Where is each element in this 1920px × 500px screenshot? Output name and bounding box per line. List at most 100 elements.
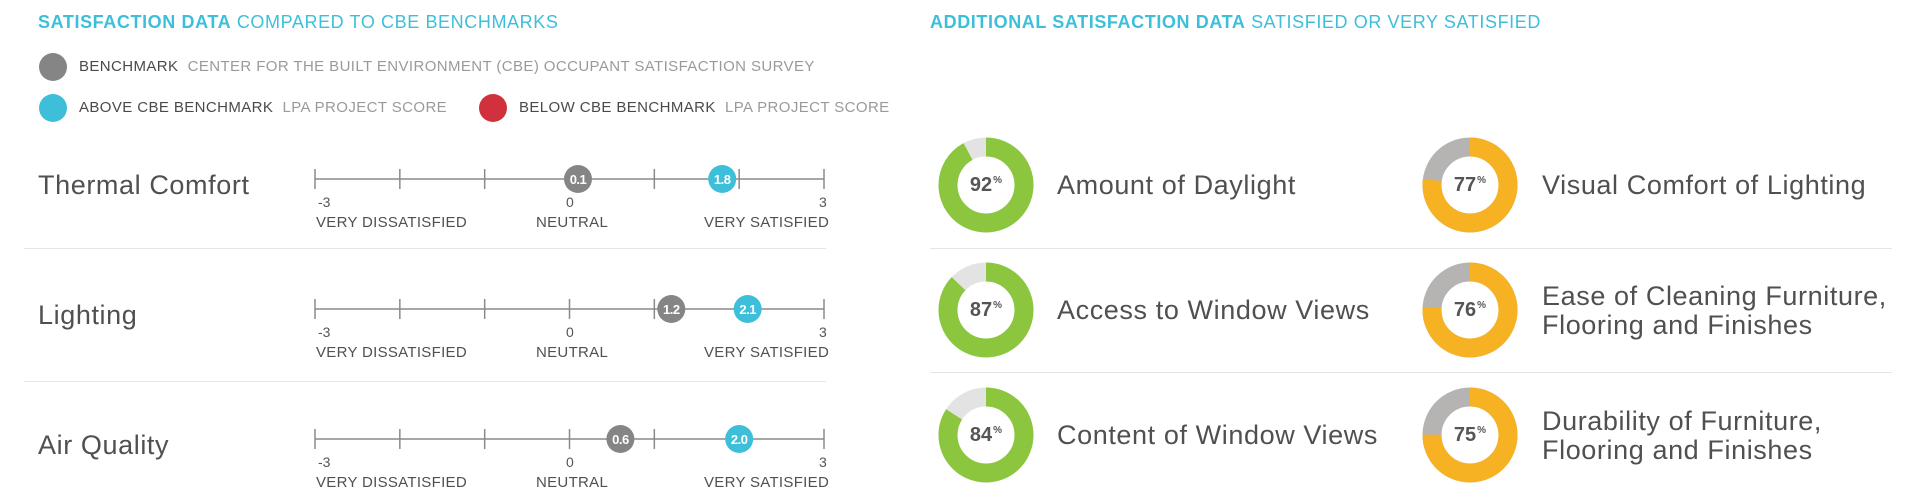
donut-value-visual-comfort-of-lighting: 77% xyxy=(1422,174,1518,197)
below-benchmark-legend-dot xyxy=(479,94,507,122)
row-divider xyxy=(930,248,1892,249)
donut-access-to-window-views xyxy=(938,262,1034,358)
axis-max-label: 3 xyxy=(819,324,827,340)
right-title-bold: ADDITIONAL SATISFACTION DATA xyxy=(930,12,1246,32)
donut-label-ease-of-cleaning: Ease of Cleaning Furniture, Flooring and… xyxy=(1542,282,1887,340)
axis-min-label: -3 xyxy=(318,324,331,340)
percent-sign: % xyxy=(993,300,1003,311)
row-label-thermal-comfort: Thermal Comfort xyxy=(38,170,250,200)
donut-slice xyxy=(1422,262,1518,358)
donut-visual-comfort-of-lighting xyxy=(1422,137,1518,233)
percent-sign: % xyxy=(993,175,1003,186)
score-marker xyxy=(725,425,754,453)
benchmark-marker-label: 0.1 xyxy=(570,172,587,187)
axis-min-label: -3 xyxy=(318,454,331,470)
benchmark-legend-text: BENCHMARK CENTER FOR THE BUILT ENVIRONME… xyxy=(79,58,815,75)
donut-value-content-of-window-views: 84% xyxy=(938,424,1034,447)
donut-label-line: Flooring and Finishes xyxy=(1542,310,1813,340)
below-benchmark-legend-label: BELOW CBE BENCHMARK xyxy=(519,99,716,116)
donut-value-durability-of-furniture: 75% xyxy=(1422,424,1518,447)
donut-label-line: Access to Window Views xyxy=(1057,295,1370,325)
percent-sign: % xyxy=(993,425,1003,436)
scale-air-quality: 0.6 2.0 xyxy=(314,425,825,453)
axis-max-text: VERY SATISFIED xyxy=(704,344,830,361)
donut-label-amount-of-daylight: Amount of Daylight xyxy=(1057,171,1296,200)
benchmark-marker-label: 0.6 xyxy=(612,432,629,447)
axis-mid-label: 0 xyxy=(566,194,574,210)
donut-value-ease-of-cleaning: 76% xyxy=(1422,299,1518,322)
axis-mid-label: 0 xyxy=(566,324,574,340)
axis-min-text: VERY DISSATISFIED xyxy=(316,474,467,491)
axis-min-label: -3 xyxy=(318,194,331,210)
donut-value-number: 87 xyxy=(969,299,993,321)
benchmark-legend-dot xyxy=(39,53,67,81)
below-benchmark-legend-desc: LPA PROJECT SCORE xyxy=(724,99,890,116)
right-title-rest: SATISFIED OR VERY SATISFIED xyxy=(1251,12,1541,32)
donut-ease-of-cleaning xyxy=(1422,262,1518,358)
donut-label-line: Content of Window Views xyxy=(1057,420,1378,450)
donut-slice xyxy=(1422,387,1518,483)
percent-sign: % xyxy=(1477,300,1487,311)
below-benchmark-legend-text: BELOW CBE BENCHMARK LPA PROJECT SCORE xyxy=(519,99,890,116)
score-marker-label: 1.8 xyxy=(714,172,731,187)
donut-amount-of-daylight xyxy=(938,137,1034,233)
score-marker xyxy=(708,165,737,193)
row-label-air-quality: Air Quality xyxy=(38,430,170,460)
percent-sign: % xyxy=(1477,425,1487,436)
axis-min-text: VERY DISSATISFIED xyxy=(316,214,467,231)
donut-label-line: Amount of Daylight xyxy=(1057,170,1296,200)
left-title-rest: COMPARED TO CBE BENCHMARKS xyxy=(236,12,559,32)
donut-value-number: 77 xyxy=(1453,174,1477,196)
donut-slice xyxy=(938,387,1034,483)
row-divider xyxy=(24,248,826,249)
benchmark-legend-label: BENCHMARK xyxy=(79,58,179,75)
axis-min-text: VERY DISSATISFIED xyxy=(316,344,467,361)
right-section-title: ADDITIONAL SATISFACTION DATA SATISFIED O… xyxy=(930,12,1541,33)
axis-max-label: 3 xyxy=(819,194,827,210)
donut-slice xyxy=(1422,137,1518,233)
score-marker-label: 2.1 xyxy=(739,302,756,317)
axis-max-text: VERY SATISFIED xyxy=(704,214,830,231)
donut-value-number: 84 xyxy=(969,424,993,446)
axis-mid-text: NEUTRAL xyxy=(536,214,609,231)
donut-value-number: 76 xyxy=(1453,299,1477,321)
benchmark-marker xyxy=(606,425,635,453)
above-benchmark-legend-desc: LPA PROJECT SCORE xyxy=(282,99,448,116)
axis-mid-text: NEUTRAL xyxy=(536,344,609,361)
left-title-bold: SATISFACTION DATA xyxy=(38,12,232,32)
donut-content-of-window-views xyxy=(938,387,1034,483)
axis-mid-text: NEUTRAL xyxy=(536,474,609,491)
donut-label-access-to-window-views: Access to Window Views xyxy=(1057,296,1370,325)
above-benchmark-legend-dot xyxy=(39,94,67,122)
axis-max-label: 3 xyxy=(819,454,827,470)
donut-value-access-to-window-views: 87% xyxy=(938,299,1034,322)
row-divider xyxy=(24,381,826,382)
benchmark-marker xyxy=(563,165,592,193)
scale-thermal-comfort: 0.1 1.8 xyxy=(314,165,825,193)
donut-slice xyxy=(938,262,1034,358)
donut-label-content-of-window-views: Content of Window Views xyxy=(1057,421,1378,450)
above-benchmark-legend-text: ABOVE CBE BENCHMARK LPA PROJECT SCORE xyxy=(79,99,447,116)
donut-value-number: 75 xyxy=(1453,424,1477,446)
axis-max-text: VERY SATISFIED xyxy=(704,474,830,491)
donut-label-line: Durability of Furniture, xyxy=(1542,406,1822,436)
donut-durability-of-furniture xyxy=(1422,387,1518,483)
benchmark-marker-label: 1.2 xyxy=(663,302,680,317)
benchmark-marker xyxy=(657,295,686,323)
donut-value-amount-of-daylight: 92% xyxy=(938,174,1034,197)
score-marker xyxy=(733,295,762,323)
row-label-lighting: Lighting xyxy=(38,300,138,330)
donut-label-line: Ease of Cleaning Furniture, xyxy=(1542,281,1887,311)
scale-lighting: 1.2 2.1 xyxy=(314,295,825,323)
donut-slice xyxy=(938,137,1034,233)
percent-sign: % xyxy=(1477,175,1487,186)
score-marker-label: 2.0 xyxy=(731,432,748,447)
donut-label-visual-comfort-of-lighting: Visual Comfort of Lighting xyxy=(1542,171,1866,200)
donut-label-line: Flooring and Finishes xyxy=(1542,435,1813,465)
benchmark-legend-desc: CENTER FOR THE BUILT ENVIRONMENT (CBE) O… xyxy=(187,58,815,75)
axis-mid-label: 0 xyxy=(566,454,574,470)
left-section-title: SATISFACTION DATA COMPARED TO CBE BENCHM… xyxy=(38,12,558,33)
row-divider xyxy=(930,372,1892,373)
donut-value-number: 92 xyxy=(969,174,993,196)
donut-label-durability-of-furniture: Durability of Furniture, Flooring and Fi… xyxy=(1542,407,1822,465)
